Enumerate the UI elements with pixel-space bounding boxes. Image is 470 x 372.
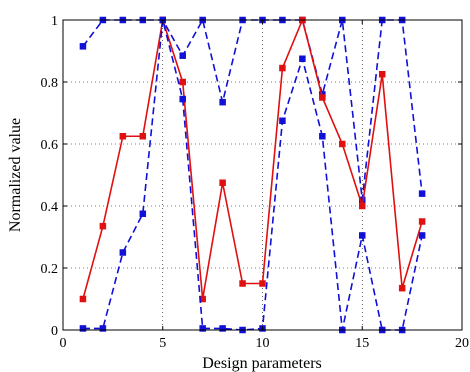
series-2-point <box>79 295 87 303</box>
x-axis-label: Design parameters <box>202 355 322 372</box>
series-3-point <box>99 325 107 332</box>
series-1-point <box>219 98 226 106</box>
series-1-point <box>179 52 186 59</box>
series-3-line <box>82 19 423 331</box>
series-3-point <box>299 55 306 62</box>
series-2-point <box>279 64 286 72</box>
axis-ticks: 0 5 10 15 20 0 0.2 0.4 0.6 0.8 1 <box>41 14 470 351</box>
series-1-point <box>418 190 426 197</box>
series-2-point <box>179 78 186 86</box>
series-2-point <box>239 280 246 287</box>
series-2-point <box>339 140 346 148</box>
y-tick-label: 0.2 <box>41 262 59 277</box>
y-tick-label: 1 <box>51 14 58 29</box>
y-tick-label: 0.8 <box>41 76 59 91</box>
x-tick-label: 0 <box>60 336 67 351</box>
series-2-point <box>418 218 426 225</box>
series-2-point <box>119 133 127 140</box>
series-3-point <box>279 117 286 124</box>
x-tick-label: 15 <box>355 336 369 351</box>
series-2-point <box>219 179 226 186</box>
y-axis-label: Normalized value <box>7 118 24 232</box>
series-3-point <box>359 232 366 239</box>
series-3-point <box>179 95 186 103</box>
series-2-point <box>378 71 386 78</box>
series-2-point <box>398 284 406 292</box>
grid-lines <box>63 20 462 330</box>
series-2-point <box>139 133 147 140</box>
y-tick-label: 0 <box>51 324 58 339</box>
x-tick-label: 5 <box>159 336 166 351</box>
series-3-point <box>199 325 206 332</box>
series-2-point <box>99 222 107 230</box>
series-3-point <box>79 325 87 332</box>
series-3-point <box>119 249 127 256</box>
series-3-point <box>139 210 147 217</box>
x-tick-label: 20 <box>455 336 469 351</box>
series-2-point <box>359 202 366 210</box>
series-3-point <box>219 325 226 332</box>
y-tick-label: 0.6 <box>41 138 59 153</box>
series-2-line <box>82 17 423 300</box>
series-3-point <box>418 232 426 239</box>
x-tick-label: 10 <box>256 336 270 351</box>
series-2 <box>79 16 426 303</box>
series-2-point <box>259 280 266 287</box>
series-3-point <box>319 133 326 140</box>
series-2-point <box>319 94 326 101</box>
y-tick-label: 0.4 <box>41 200 59 215</box>
series-1-point <box>79 43 87 50</box>
